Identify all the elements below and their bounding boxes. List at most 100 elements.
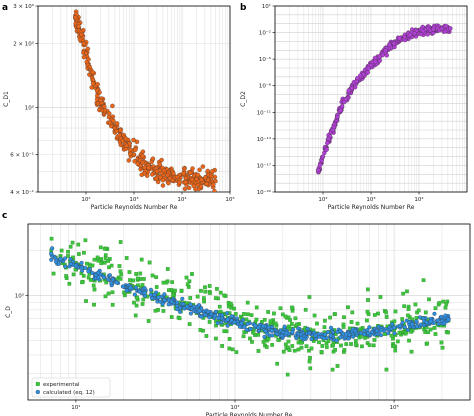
- data-point: [126, 158, 132, 163]
- data-point: [138, 271, 143, 276]
- data-point: [79, 265, 84, 270]
- data-point: [432, 311, 437, 316]
- data-point: [270, 343, 275, 347]
- data-point: [273, 321, 278, 326]
- data-point: [361, 72, 366, 77]
- data-point: [272, 311, 276, 316]
- y-tick-label: 10⁻⁸: [259, 83, 272, 90]
- data-point: [414, 319, 419, 324]
- data-point: [354, 79, 359, 84]
- data-point: [134, 303, 139, 308]
- data-point: [156, 295, 161, 300]
- panel-letter-a: a: [2, 3, 8, 13]
- data-point: [207, 320, 212, 324]
- data-point: [166, 288, 171, 293]
- data-point: [103, 253, 108, 258]
- data-point: [237, 324, 242, 329]
- data-point: [263, 329, 268, 334]
- data-point: [349, 320, 354, 324]
- data-point: [344, 342, 349, 346]
- x-tick-label: 10²: [81, 196, 90, 203]
- data-point: [51, 271, 56, 276]
- data-point: [283, 342, 288, 347]
- data-point: [276, 337, 281, 342]
- data-point: [98, 245, 103, 250]
- data-point: [282, 324, 287, 329]
- legend: experimental calculated (eq. 12): [31, 377, 111, 398]
- data-point: [448, 26, 453, 31]
- data-point: [328, 325, 334, 330]
- data-point: [131, 278, 136, 283]
- data-point: [320, 154, 326, 159]
- data-point: [95, 255, 100, 260]
- data-point: [140, 283, 145, 287]
- data-point: [296, 347, 301, 352]
- y-tick-label: 4 × 10⁻¹: [10, 189, 34, 196]
- data-point: [270, 333, 275, 338]
- data-point: [117, 133, 122, 138]
- data-point: [386, 42, 392, 48]
- data-point: [374, 328, 380, 333]
- panel-b: b 10² 10³ 10⁴ 10¹ 10⁻² 10⁻⁵ 10⁻⁸ 10⁻¹¹ 10⁻¹⁴ 10⁻¹⁷…: [240, 3, 468, 211]
- data-point: [308, 355, 312, 360]
- data-point: [230, 347, 235, 352]
- data-point: [66, 254, 70, 258]
- data-point: [165, 267, 170, 271]
- data-point: [341, 325, 346, 329]
- data-point: [326, 136, 331, 142]
- data-point: [150, 172, 155, 177]
- data-point: [106, 291, 111, 296]
- data-point: [254, 305, 259, 310]
- data-point: [316, 167, 321, 173]
- data-point: [281, 349, 286, 354]
- data-point: [109, 263, 114, 268]
- data-point: [154, 285, 159, 289]
- data-point: [256, 349, 261, 353]
- data-point: [222, 329, 227, 334]
- data-point: [58, 256, 63, 262]
- data-point: [349, 342, 353, 346]
- data-point: [359, 334, 363, 339]
- data-point: [64, 274, 68, 278]
- data-point: [196, 303, 202, 308]
- data-point: [197, 308, 202, 313]
- data-point: [128, 285, 133, 291]
- data-point: [248, 336, 252, 341]
- data-point: [127, 147, 133, 153]
- data-point: [175, 174, 180, 180]
- data-point: [266, 310, 271, 314]
- data-point: [278, 328, 283, 333]
- data-point: [49, 257, 54, 262]
- data-point: [261, 339, 266, 344]
- data-point: [140, 302, 145, 306]
- data-point: [349, 86, 355, 91]
- data-point: [308, 366, 313, 371]
- data-point: [379, 328, 384, 333]
- y-tick-label: 10⁰: [15, 292, 25, 299]
- data-point: [68, 257, 73, 262]
- data-point: [135, 276, 140, 281]
- data-point: [148, 287, 154, 292]
- data-point: [198, 328, 203, 332]
- data-point: [324, 147, 329, 152]
- data-point: [184, 304, 190, 309]
- data-point: [73, 15, 78, 20]
- data-point: [210, 182, 216, 187]
- data-point: [440, 345, 445, 350]
- data-point: [365, 309, 370, 314]
- data-point: [416, 308, 421, 313]
- data-point: [63, 264, 68, 269]
- data-point: [204, 334, 209, 338]
- data-point: [384, 367, 389, 372]
- y-tick-label: 2 × 10⁰: [13, 40, 35, 47]
- data-point: [325, 330, 330, 335]
- data-point: [288, 318, 292, 322]
- points-b: [316, 23, 453, 175]
- data-point: [114, 121, 120, 126]
- data-point: [369, 329, 374, 335]
- data-point: [402, 35, 407, 40]
- data-point: [70, 240, 75, 245]
- data-point: [377, 54, 382, 59]
- data-point: [213, 296, 218, 300]
- data-point: [393, 348, 398, 353]
